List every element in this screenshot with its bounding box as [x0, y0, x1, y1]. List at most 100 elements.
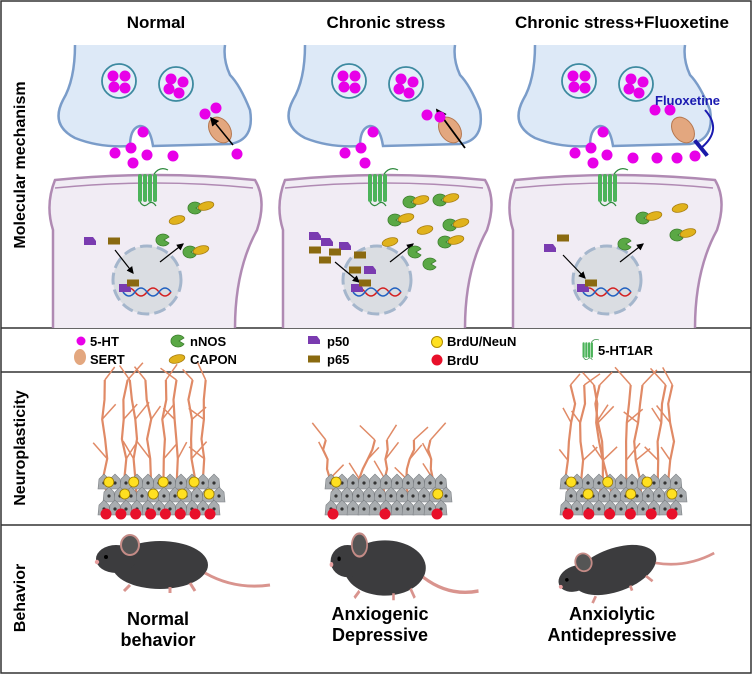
behavior-label-normal-1: Normal: [127, 609, 189, 629]
mouse-chronic-stress: [327, 531, 481, 602]
brdu-cell: [604, 508, 616, 520]
behavior-label-normal-2: behavior: [120, 630, 195, 650]
legend-item-capon: CAPON: [167, 352, 237, 367]
cell-nucleus: [340, 507, 344, 511]
mouse-icon: [93, 533, 272, 595]
dendrite-branch: [359, 424, 376, 441]
dendrite-branch: [104, 366, 116, 381]
dendrite-branch: [348, 462, 360, 480]
dendrite-branch: [644, 446, 659, 461]
dendrite-branch: [373, 460, 386, 480]
cell-nucleus: [422, 494, 426, 498]
cell-nucleus: [657, 494, 661, 498]
dendrite-branch: [625, 442, 641, 461]
mouse-normal: [93, 533, 272, 595]
p65-icon: [308, 355, 320, 363]
behavior-label-fluox-2: Antidepressive: [547, 625, 676, 645]
synapse-chronic-stress: [279, 45, 491, 328]
svg-text:p50: p50: [327, 334, 349, 349]
cell-nucleus: [362, 481, 366, 485]
legend-item-5ht1ar: 5-HT1AR: [582, 339, 654, 361]
dendrite-branch: [122, 440, 135, 460]
dendrite-branch: [569, 373, 581, 386]
brdu-cell: [666, 508, 678, 520]
svg-text:SERT: SERT: [90, 352, 125, 367]
dendrite-branch: [394, 466, 407, 480]
cell-nucleus: [362, 507, 366, 511]
column-title-chronic-stress: Chronic stress: [326, 13, 445, 32]
cell-nucleus: [674, 481, 678, 485]
dendrite-branch: [165, 363, 178, 381]
cell-nucleus: [201, 507, 205, 511]
legend-item-5ht: 5-HT: [76, 334, 119, 349]
dendrite-branch: [386, 424, 398, 441]
brdu-cell-icon: [431, 354, 443, 366]
svg-text:BrdU/NeuN: BrdU/NeuN: [447, 334, 516, 349]
neurogenesis-chronic-stress: [311, 422, 453, 520]
cell-nucleus: [345, 494, 349, 498]
svg-text:5-HT1AR: 5-HT1AR: [598, 343, 654, 358]
dendrite-branch: [133, 366, 146, 381]
cell-nucleus: [428, 507, 432, 511]
column-title-fluoxetine: Chronic stress+Fluoxetine: [515, 13, 729, 32]
cell-nucleus: [641, 507, 645, 511]
cell-nucleus: [389, 494, 393, 498]
brdu-cell: [174, 508, 186, 520]
brdu-cell: [130, 508, 142, 520]
cell-nucleus: [652, 481, 656, 485]
brdu-cell: [145, 508, 157, 520]
cell-nucleus: [373, 481, 377, 485]
mouse-fluoxetine: [549, 509, 718, 616]
dendrite-branch: [197, 362, 207, 381]
brdu-neun-cell: [147, 488, 159, 500]
dendrite-branch: [602, 446, 618, 461]
cell-nucleus: [351, 481, 355, 485]
cell-nucleus: [395, 481, 399, 485]
brdu-cell: [159, 508, 171, 520]
cell-nucleus: [373, 507, 377, 511]
cell-nucleus: [602, 494, 606, 498]
dendrite-branch: [583, 373, 601, 386]
cell-nucleus: [400, 494, 404, 498]
dendrite-branch: [127, 362, 144, 381]
svg-text:BrdU: BrdU: [447, 353, 479, 368]
dendrite-branch: [599, 371, 613, 386]
dendrite-branch: [656, 405, 671, 424]
dendrite-branch: [118, 365, 131, 381]
cell-nucleus: [129, 494, 133, 498]
p50-icon: [308, 336, 320, 344]
legend-item-brdu: BrdU: [431, 353, 479, 368]
dendrite-branch: [150, 405, 162, 420]
cell-nucleus: [663, 481, 667, 485]
cell-nucleus: [406, 481, 410, 485]
brdu-neun-cell: [625, 488, 637, 500]
dendrite-branch: [136, 440, 151, 460]
mouse-icon: [327, 531, 481, 602]
dendrite-branch: [123, 403, 138, 420]
brdu-neun-cell: [103, 476, 115, 488]
cell-nucleus: [140, 494, 144, 498]
cell-nucleus: [406, 507, 410, 511]
cell-nucleus: [367, 494, 371, 498]
cell-nucleus: [597, 481, 601, 485]
dendrite-branch: [318, 441, 329, 460]
brdu-cell: [100, 508, 112, 520]
cell-nucleus: [439, 481, 443, 485]
fluoxetine-label: Fluoxetine: [655, 93, 720, 108]
dendrite-branch: [92, 442, 108, 460]
legend-item-sert: SERT: [74, 349, 125, 367]
cell-nucleus: [613, 494, 617, 498]
dendrite-branch: [597, 405, 615, 424]
cell-nucleus: [411, 494, 415, 498]
dendrite-branch: [570, 410, 581, 424]
legend-item-p65: p65: [308, 352, 349, 367]
cell-nucleus: [113, 507, 117, 511]
brdu-neun-cell: [330, 476, 342, 488]
svg-text:p65: p65: [327, 352, 349, 367]
dendrite-branch: [367, 446, 380, 460]
cell-nucleus: [630, 481, 634, 485]
cell-nucleus: [334, 494, 338, 498]
dendrite-branch: [614, 366, 632, 386]
dendrite-branch: [163, 443, 178, 460]
